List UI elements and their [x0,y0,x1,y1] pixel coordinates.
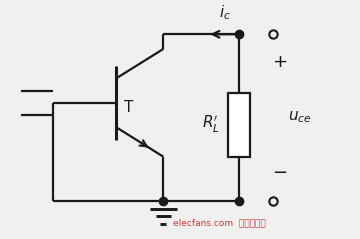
Text: $u_{ce}$: $u_{ce}$ [288,110,311,125]
Text: +: + [273,53,287,71]
Text: $i_c$: $i_c$ [219,4,230,22]
Text: T: T [124,100,134,115]
Text: $R_L'$: $R_L'$ [202,114,220,136]
Bar [228,93,249,157]
Text: −: − [273,164,288,182]
Text: elecfans.com  电子发烧友: elecfans.com 电子发烧友 [173,218,266,227]
